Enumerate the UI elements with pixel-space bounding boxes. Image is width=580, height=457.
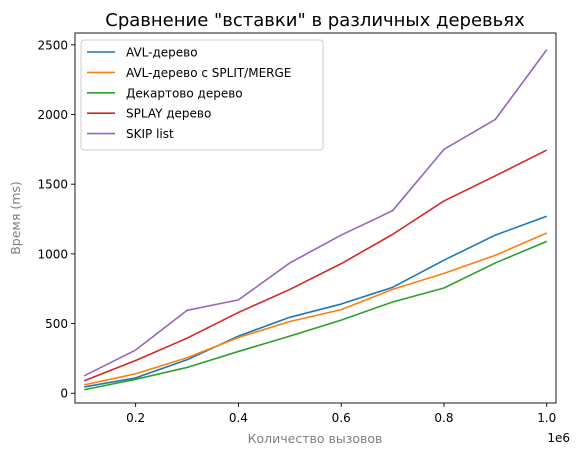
y-tick-label: 500 [45, 317, 68, 331]
x-axis-offset: 1e6 [547, 431, 570, 445]
x-tick-label: 0.6 [332, 411, 351, 425]
y-tick-label: 2000 [37, 108, 68, 122]
y-tick-label: 0 [60, 387, 68, 401]
x-tick-label: 0.2 [126, 411, 145, 425]
axes: 0.2 0.4 0.6 0.8 1.0 0 500 1000 1500 2000 2500 [37, 38, 556, 425]
y-axis-label: Время (ms) [8, 181, 23, 255]
legend-label: Декартово дерево [126, 86, 243, 100]
x-axis-label: Количество вызовов [248, 431, 383, 446]
legend-label: AVL-дерево с SPLIT/MERGE [126, 66, 291, 80]
legend-label: SKIP list [126, 127, 174, 141]
series-line-5 [83, 49, 548, 377]
y-tick-label: 1000 [37, 247, 68, 261]
plot-area [83, 49, 548, 391]
y-tick-label: 2500 [37, 38, 68, 52]
chart-title: Сравнение "вставки" в различных деревьях [105, 10, 525, 31]
y-tick-label: 1500 [37, 178, 68, 192]
x-tick-label: 0.4 [229, 411, 248, 425]
legend-box [80, 39, 324, 151]
series-line-2 [84, 232, 548, 386]
series-line-4 [83, 149, 548, 382]
plot-frame [74, 32, 557, 404]
legend: AVL-дерево AVL-дерево с SPLIT/MERGE Декарт… [80, 39, 324, 151]
x-tick-label: 0.8 [434, 411, 453, 425]
legend-label: AVL-дерево [126, 46, 198, 60]
series-line-3 [84, 240, 548, 391]
legend-label: SPLAY дерево [126, 107, 211, 121]
x-tick-label: 1.0 [537, 411, 556, 425]
series-line-1 [84, 215, 548, 388]
